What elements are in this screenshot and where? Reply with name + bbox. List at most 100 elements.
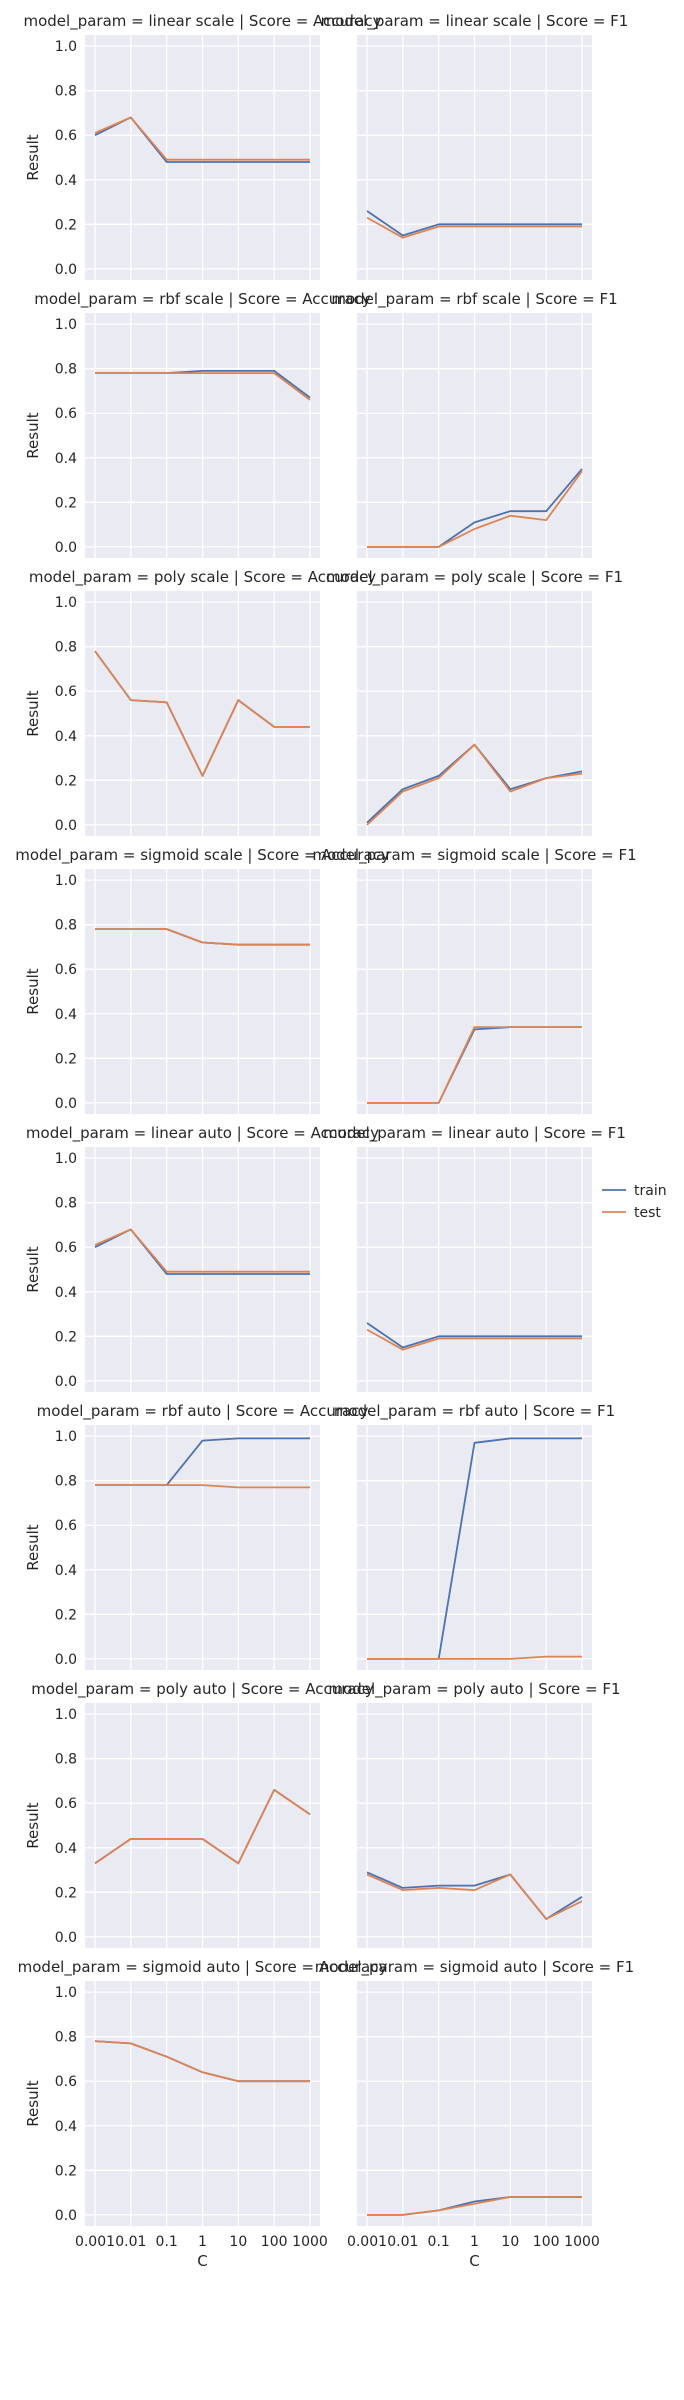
- series-line-test: [95, 372, 311, 401]
- y-tick-label: 1.0: [55, 873, 77, 889]
- series-line-test: [94, 2040, 310, 2083]
- series-line-test: [366, 1328, 582, 1351]
- facet-title: model_param = linear auto | Score = F1: [323, 1124, 626, 1143]
- y-tick-label: 0.0: [55, 262, 77, 278]
- x-tick-label: 0.001: [347, 2234, 387, 2250]
- y-tick-label: 0.0: [55, 1096, 77, 1112]
- x-tick-label: 0.1: [156, 2234, 178, 2250]
- legend-label-test: test: [634, 1205, 661, 1221]
- y-axis-label: Result: [24, 1802, 42, 1848]
- series-line-test: [94, 1789, 311, 1865]
- facet-panel: model_param = linear scale | Score = F1: [321, 12, 629, 280]
- x-tick-label: 100: [261, 2234, 288, 2250]
- y-tick-label: 0.0: [55, 818, 77, 834]
- x-tick-label: 0.01: [115, 2234, 146, 2250]
- x-tick-label: 0.01: [387, 2234, 418, 2250]
- x-tick-label: 0.1: [428, 2234, 450, 2250]
- series-line-test: [367, 2196, 582, 2216]
- series-line-test: [367, 1655, 582, 1660]
- y-tick-label: 0.0: [55, 1930, 77, 1946]
- x-tick-label: 1: [470, 2234, 479, 2250]
- y-axis-label: Result: [24, 2080, 42, 2126]
- y-tick-label: 0.4: [55, 729, 77, 745]
- facet-title: model_param = rbf auto | Score = F1: [334, 1402, 615, 1421]
- facet-panel: model_param = linear scale | Score = Acc…: [23, 12, 382, 280]
- facet-panel: model_param = poly auto | Score = Accura…: [24, 1680, 374, 1948]
- facet-title: model_param = rbf scale | Score = Accura…: [34, 290, 371, 309]
- facet-panel: model_param = rbf scale | Score = F1: [331, 290, 618, 558]
- x-tick-label: 1000: [564, 2234, 600, 2250]
- y-tick-label: 0.2: [55, 217, 77, 233]
- series-line-test: [95, 928, 310, 946]
- facet-title: model_param = sigmoid auto | Score = F1: [315, 1958, 634, 1977]
- series-line-test: [94, 1228, 310, 1273]
- series-line-test: [366, 743, 583, 826]
- y-axis-label: Result: [24, 1246, 42, 1292]
- y-tick-label: 0.8: [55, 362, 77, 378]
- y-tick-label: 0.4: [55, 451, 77, 467]
- y-tick-label: 0.0: [55, 540, 77, 556]
- facet-title: model_param = poly auto | Score = F1: [328, 1680, 620, 1699]
- y-tick-label: 0.4: [55, 2119, 77, 2135]
- x-tick-label: 0.001: [75, 2234, 115, 2250]
- facet-panel: model_param = sigmoid scale | Score = Ac…: [15, 846, 390, 1114]
- y-tick-label: 1.0: [55, 317, 77, 333]
- facet-panel: model_param = rbf scale | Score = Accura…: [24, 290, 371, 558]
- x-tick-label: 1: [198, 2234, 207, 2250]
- y-tick-label: 0.6: [55, 128, 77, 144]
- y-tick-label: 0.6: [55, 962, 77, 978]
- y-tick-label: 0.8: [55, 2030, 77, 2046]
- facet-panel: model_param = sigmoid scale | Score = F1: [312, 846, 637, 1114]
- facet-panel: model_param = poly scale | Score = Accur…: [24, 568, 376, 836]
- y-tick-label: 0.4: [55, 1563, 77, 1579]
- facet-title: model_param = sigmoid auto | Score = Acc…: [18, 1958, 388, 1977]
- y-tick-label: 1.0: [55, 1985, 77, 2001]
- y-tick-label: 0.6: [55, 406, 77, 422]
- y-tick-label: 0.6: [55, 1518, 77, 1534]
- y-tick-label: 0.4: [55, 1285, 77, 1301]
- y-tick-label: 0.2: [55, 1329, 77, 1345]
- series-line-train: [366, 1322, 582, 1349]
- facet-panel: model_param = poly auto | Score = F1: [328, 1680, 621, 1948]
- x-axis-label: C: [469, 2252, 479, 2270]
- y-tick-label: 1.0: [55, 595, 77, 611]
- y-axis-label: Result: [24, 690, 42, 736]
- facet-panels: model_param = linear scale | Score = Acc…: [15, 12, 636, 2270]
- y-tick-label: 1.0: [55, 1151, 77, 1167]
- x-tick-label: 1000: [292, 2234, 328, 2250]
- y-tick-label: 0.8: [55, 1196, 77, 1212]
- facet-title: model_param = rbf scale | Score = F1: [331, 290, 617, 309]
- y-tick-label: 0.8: [55, 84, 77, 100]
- facet-panel: model_param = poly scale | Score = F1: [326, 568, 623, 836]
- y-tick-label: 0.6: [55, 2074, 77, 2090]
- y-axis-label: Result: [24, 134, 42, 180]
- y-tick-label: 0.4: [55, 1007, 77, 1023]
- series-line-test: [366, 216, 582, 239]
- y-tick-label: 0.6: [55, 684, 77, 700]
- y-tick-label: 0.8: [55, 1474, 77, 1490]
- y-axis-label: Result: [24, 412, 42, 458]
- y-tick-label: 0.8: [55, 1752, 77, 1768]
- facet-title: model_param = poly scale | Score = Accur…: [29, 568, 376, 587]
- y-tick-label: 0.4: [55, 173, 77, 189]
- facet-title: model_param = linear auto | Score = Accu…: [26, 1124, 379, 1143]
- facet-title: model_param = rbf auto | Score = Accurac…: [37, 1402, 369, 1421]
- y-tick-label: 0.2: [55, 495, 77, 511]
- facet-panel: model_param = rbf auto | Score = F1: [334, 1402, 615, 1670]
- y-tick-label: 0.4: [55, 1841, 77, 1857]
- facet-title: model_param = linear scale | Score = F1: [321, 12, 629, 31]
- facet-title: model_param = sigmoid scale | Score = F1: [312, 846, 636, 865]
- facet-panel: model_param = sigmoid auto | Score = F1 0…: [315, 1958, 634, 2270]
- series-line-test: [367, 470, 583, 548]
- x-tick-label: 10: [501, 2234, 519, 2250]
- x-tick-label: 100: [533, 2234, 560, 2250]
- y-tick-label: 0.2: [55, 773, 77, 789]
- y-tick-label: 0.6: [55, 1796, 77, 1812]
- y-axis-label: Result: [24, 1524, 42, 1570]
- series-line-train: [366, 210, 582, 237]
- facet-title: model_param = linear scale | Score = Acc…: [23, 12, 381, 31]
- facet-panel: model_param = rbf auto | Score = Accurac…: [24, 1402, 368, 1670]
- y-tick-label: 0.0: [55, 1374, 77, 1390]
- facet-panel: model_param = sigmoid auto | Score = Acc…: [18, 1958, 388, 2270]
